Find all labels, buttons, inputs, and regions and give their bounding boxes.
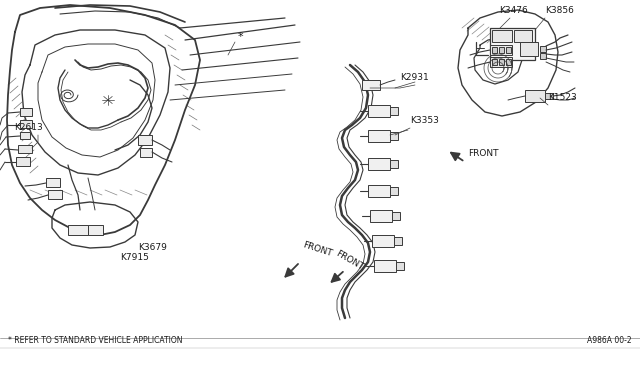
Text: FRONT: FRONT: [334, 249, 365, 272]
Bar: [374, 260, 396, 272]
Bar: [492, 47, 497, 53]
Text: * REFER TO STANDARD VEHICLE APPLICATION: * REFER TO STANDARD VEHICLE APPLICATION: [8, 336, 182, 345]
Bar: [506, 59, 511, 65]
Text: K1523: K1523: [548, 93, 577, 102]
Bar: [490, 45, 512, 55]
Bar: [46, 178, 60, 187]
Bar: [520, 42, 538, 56]
Bar: [88, 225, 103, 235]
Bar: [368, 185, 390, 197]
Bar: [396, 262, 404, 270]
Text: K2931: K2931: [400, 73, 429, 82]
Bar: [368, 105, 390, 117]
Text: FRONT: FRONT: [302, 240, 334, 258]
Bar: [138, 135, 152, 145]
Text: A986A 00-2: A986A 00-2: [588, 336, 632, 345]
Bar: [368, 158, 390, 170]
Text: K3476: K3476: [499, 6, 528, 15]
Bar: [490, 28, 535, 60]
Bar: [48, 190, 62, 199]
Bar: [390, 132, 398, 140]
Bar: [540, 46, 546, 52]
Bar: [16, 157, 30, 166]
Bar: [20, 132, 30, 139]
Bar: [490, 57, 512, 67]
Bar: [20, 108, 32, 116]
Bar: [20, 120, 32, 128]
Bar: [140, 148, 152, 157]
Bar: [506, 47, 511, 53]
Bar: [540, 53, 546, 59]
Text: FRONT: FRONT: [468, 149, 499, 158]
Bar: [492, 30, 512, 42]
Text: *: *: [238, 32, 244, 42]
Bar: [368, 130, 390, 142]
Bar: [390, 160, 398, 168]
Bar: [392, 212, 400, 220]
Bar: [390, 187, 398, 195]
Bar: [492, 59, 497, 65]
Bar: [362, 80, 380, 90]
Text: K3679: K3679: [138, 243, 167, 252]
Bar: [370, 210, 392, 222]
Text: K7915: K7915: [120, 253, 149, 262]
Bar: [499, 47, 504, 53]
Bar: [514, 30, 532, 42]
Text: K2613: K2613: [14, 123, 43, 132]
Text: K3856: K3856: [545, 6, 574, 15]
Bar: [394, 237, 402, 245]
Bar: [545, 93, 553, 99]
Bar: [390, 107, 398, 115]
Bar: [525, 90, 545, 102]
Bar: [68, 225, 88, 235]
Bar: [18, 145, 32, 153]
Bar: [372, 235, 394, 247]
Bar: [499, 59, 504, 65]
Text: K3353: K3353: [410, 116, 439, 125]
